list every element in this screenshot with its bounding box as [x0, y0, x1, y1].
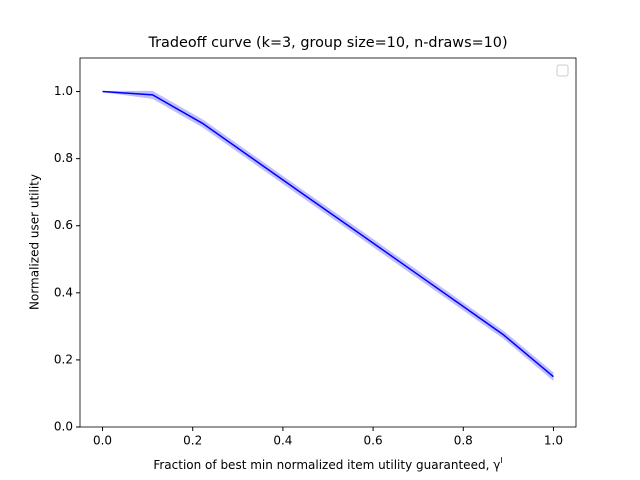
x-tick-label: 0.2	[183, 434, 202, 448]
chart-title: Tradeoff curve (k=3, group size=10, n-dr…	[147, 35, 507, 51]
confidence-band	[102, 90, 554, 382]
plot-frame	[79, 57, 577, 428]
y-tick-label: 0.0	[54, 420, 73, 434]
x-tick-label: 0.8	[454, 434, 473, 448]
y-tick-label: 1.0	[54, 84, 73, 98]
y-tick-label: 0.6	[54, 218, 73, 232]
y-tick-label: 0.8	[54, 151, 73, 165]
x-tick-label: 1.0	[544, 434, 563, 448]
y-tick-label: 0.4	[54, 285, 73, 299]
y-axis-label: Normalized user utility	[28, 174, 42, 310]
x-tick-label: 0.6	[364, 434, 383, 448]
x-label-sup: I	[500, 456, 502, 465]
x-tick-label: 0.4	[273, 434, 292, 448]
x-label-main: Fraction of best min normalized item uti…	[153, 458, 500, 472]
x-tick-label: 0.0	[93, 434, 112, 448]
line	[102, 90, 554, 378]
y-tick-label: 0.2	[54, 352, 73, 366]
legend-box	[556, 64, 569, 77]
x-axis-label: Fraction of best min normalized item uti…	[153, 456, 502, 472]
